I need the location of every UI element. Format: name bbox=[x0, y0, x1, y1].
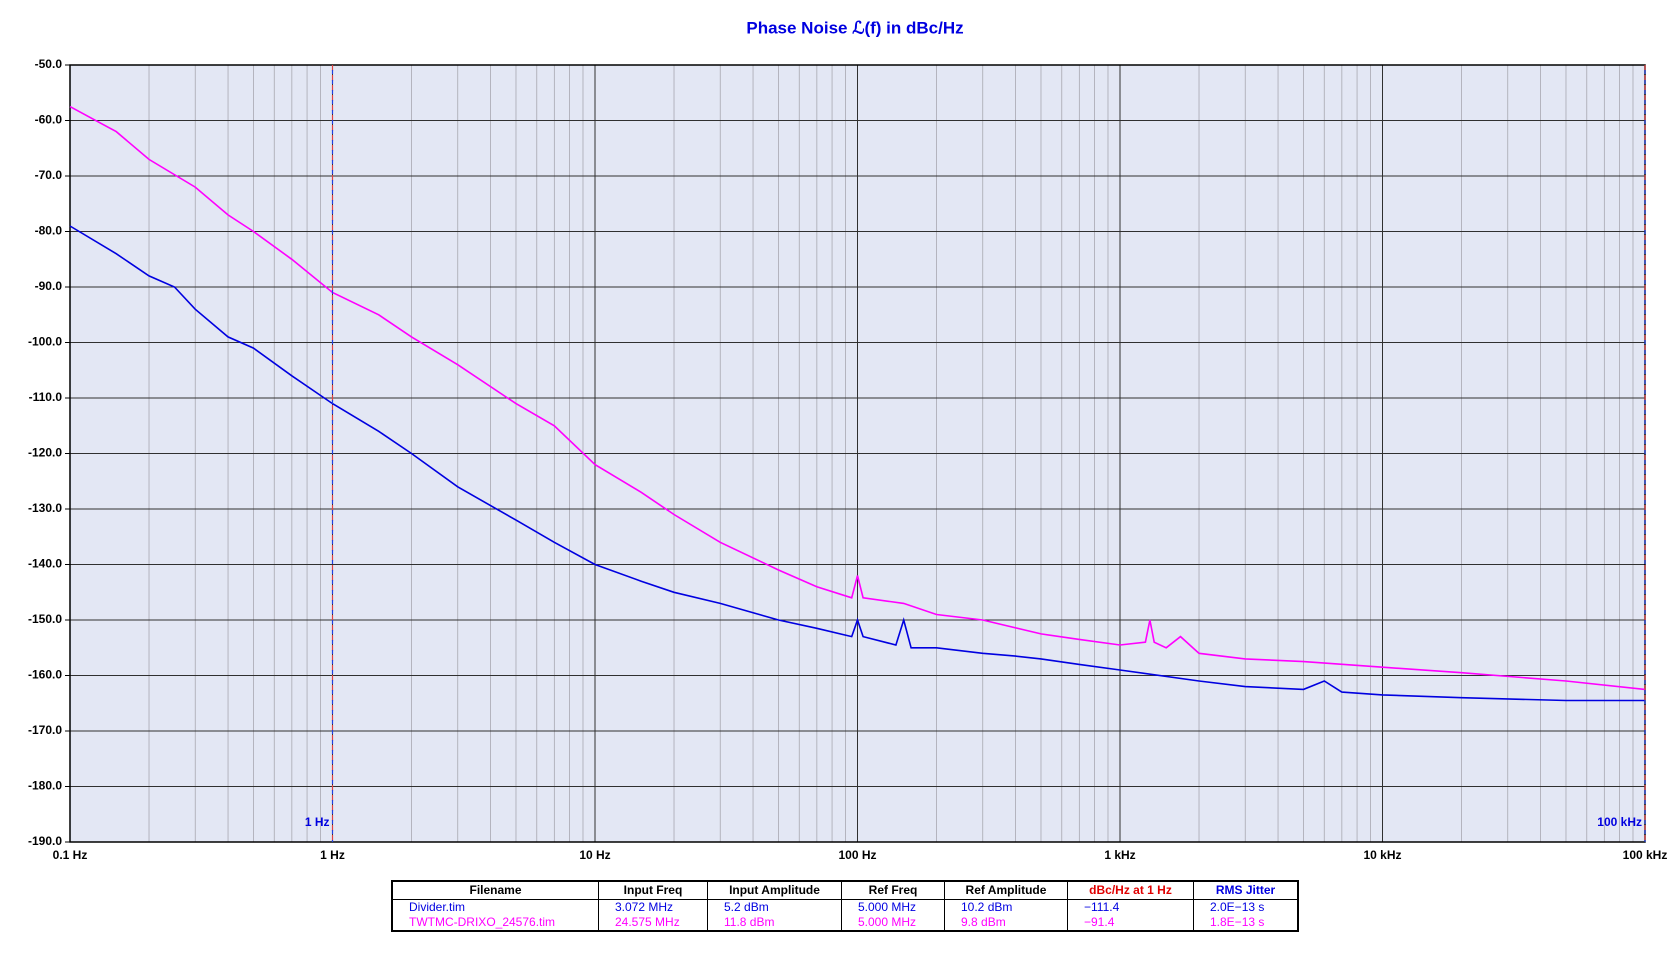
y-tick-label: -170.0 bbox=[28, 723, 62, 737]
y-tick-label: -90.0 bbox=[35, 279, 63, 293]
y-tick-label: -180.0 bbox=[28, 779, 62, 793]
y-tick-label: -120.0 bbox=[28, 446, 62, 460]
table-cell: TWTMC-DRIXO_24576.tim bbox=[391, 915, 599, 931]
x-tick-label: 100 kHz bbox=[1623, 848, 1668, 862]
table-cell: 3.072 MHz bbox=[598, 899, 708, 915]
table-header-cell: dBc/Hz at 1 Hz bbox=[1067, 881, 1194, 900]
x-tick-label: 0.1 Hz bbox=[53, 848, 88, 862]
table-header-cell: Filename bbox=[391, 881, 599, 900]
marker-label: 1 Hz bbox=[305, 815, 330, 829]
y-tick-label: -110.0 bbox=[29, 390, 63, 404]
y-tick-label: -50.0 bbox=[35, 57, 63, 71]
series-line bbox=[69, 105, 1646, 691]
x-tick-label: 10 Hz bbox=[579, 848, 610, 862]
marker-label: 100 kHz bbox=[1597, 815, 1642, 829]
table-cell: 5.000 MHz bbox=[841, 915, 945, 931]
chart: Phase Noise ℒ(f) in dBc/Hz 0.1 Hz 1 Hz 10 … bbox=[28, 18, 1668, 862]
y-tick-label: -60.0 bbox=[35, 113, 63, 127]
table-header-cell: Input Freq bbox=[598, 881, 708, 900]
y-tick-label: -190.0 bbox=[28, 834, 62, 848]
y-tick-label: -140.0 bbox=[28, 557, 62, 571]
table-cell: 11.8 dBm bbox=[707, 915, 842, 931]
table-cell: 2.0E−13 s bbox=[1193, 899, 1298, 915]
y-tick-label: -100.0 bbox=[28, 335, 62, 349]
table-cell: 5.000 MHz bbox=[841, 899, 945, 915]
table-header-cell: RMS Jitter bbox=[1193, 881, 1298, 900]
x-tick-label: 1 kHz bbox=[1104, 848, 1135, 862]
table-header-cell: Input Amplitude bbox=[707, 881, 842, 900]
table-cell: 5.2 dBm bbox=[707, 899, 842, 915]
y-tick-label: -150.0 bbox=[28, 612, 62, 626]
table-header: Filename Input Freq Input Amplitude Ref Fre… bbox=[391, 881, 1298, 900]
x-tick-label: 10 kHz bbox=[1363, 848, 1401, 862]
table-header-cell: Ref Amplitude bbox=[944, 881, 1068, 900]
table-row: TWTMC-DRIXO_24576.tim 24.575 MHz 11.8 dBm 5… bbox=[391, 915, 1298, 931]
table-row: Divider.tim 3.072 MHz 5.2 dBm 5.000 MHz 10.2… bbox=[391, 899, 1298, 915]
y-tick-label: -80.0 bbox=[35, 224, 63, 238]
table-header-cell: Ref Freq bbox=[841, 881, 945, 900]
table-cell: 9.8 dBm bbox=[944, 915, 1068, 931]
y-tick-label: -70.0 bbox=[35, 168, 63, 182]
table-cell: −111.4 bbox=[1067, 899, 1194, 915]
chart-title: Phase Noise ℒ(f) in dBc/Hz bbox=[746, 18, 963, 37]
table-cell: −91.4 bbox=[1067, 915, 1194, 931]
table-cell: 1.8E−13 s bbox=[1193, 915, 1298, 931]
table-cell: 10.2 dBm bbox=[944, 899, 1068, 915]
series-line bbox=[69, 225, 1645, 702]
legend-table: Filename Input Freq Input Amplitude Ref Fre… bbox=[391, 880, 1299, 932]
x-tick-label: 1 Hz bbox=[320, 848, 345, 862]
table-cell: 24.575 MHz bbox=[598, 915, 708, 931]
y-tick-label: -130.0 bbox=[28, 501, 62, 515]
x-tick-label: 100 Hz bbox=[838, 848, 876, 862]
table-cell: Divider.tim bbox=[391, 899, 599, 915]
y-tick-label: -160.0 bbox=[28, 668, 62, 682]
